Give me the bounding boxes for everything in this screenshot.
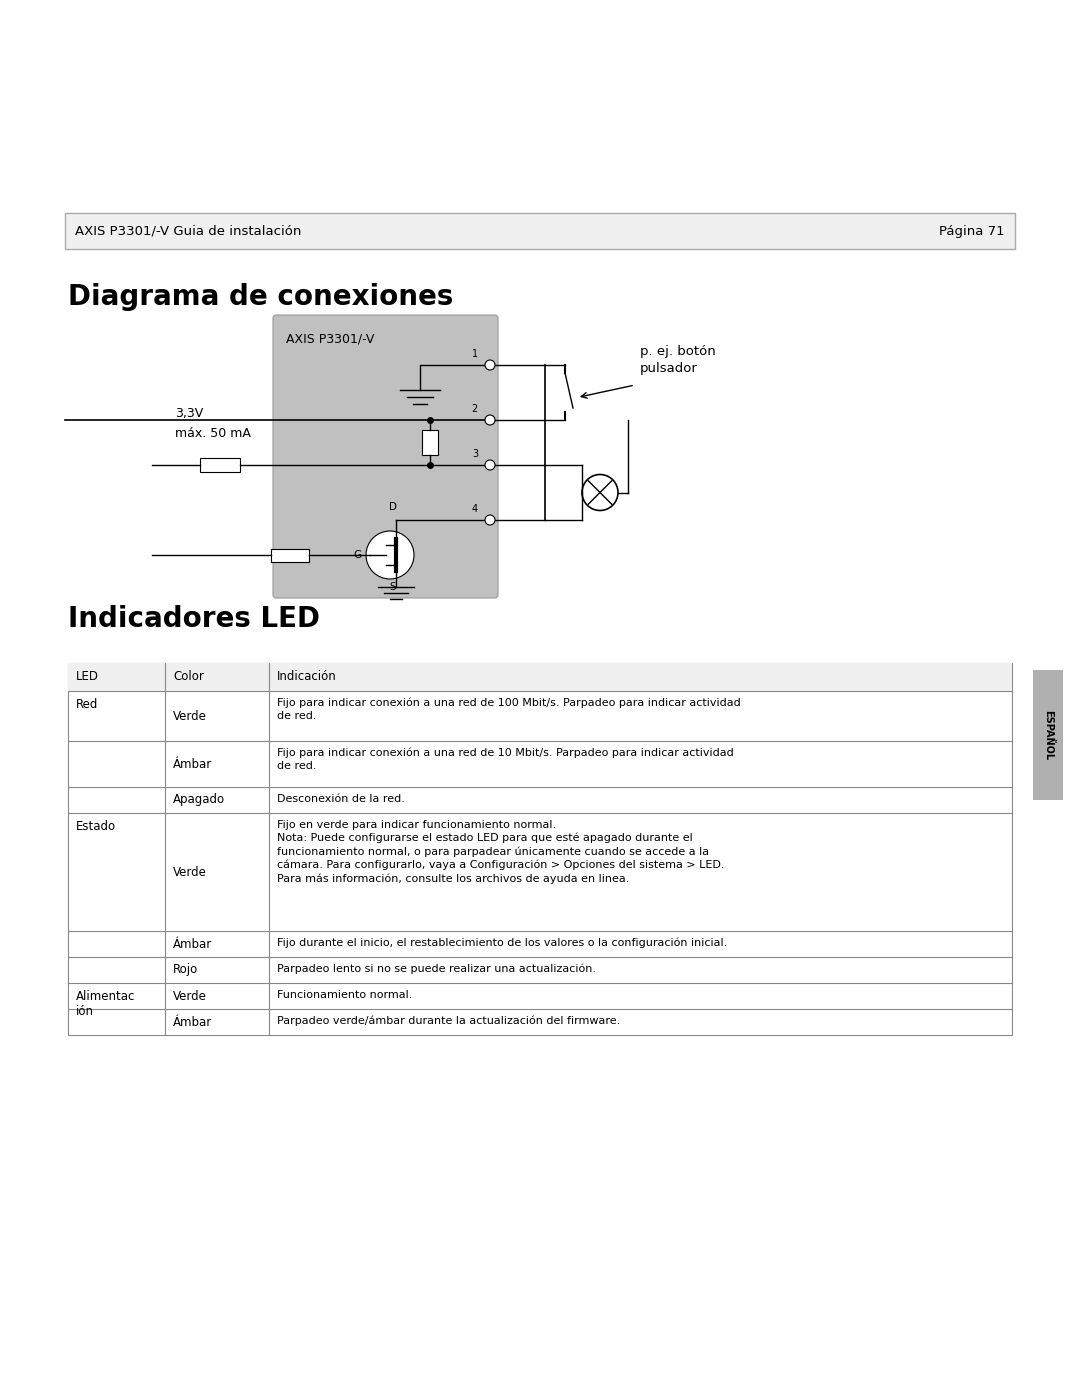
- Text: 1: 1: [472, 349, 478, 359]
- Bar: [422, 430, 438, 455]
- Circle shape: [366, 531, 414, 578]
- Text: Fijo en verde para indicar funcionamiento normal.
Nota: Puede configurarse el es: Fijo en verde para indicar funcionamient…: [276, 820, 725, 884]
- Text: Fijo para indicar conexión a una red de 100 Mbit/s. Parpadeo para indicar activi: Fijo para indicar conexión a una red de …: [276, 698, 741, 721]
- Text: Verde: Verde: [173, 866, 207, 879]
- Circle shape: [485, 415, 495, 425]
- Text: Estado: Estado: [76, 820, 117, 833]
- Bar: [271, 549, 309, 562]
- Text: 3,3V: 3,3V: [175, 407, 203, 420]
- Text: Indicadores LED: Indicadores LED: [68, 605, 320, 633]
- Bar: [65, 212, 1015, 249]
- Bar: [68, 664, 1012, 692]
- Text: Desconexión de la red.: Desconexión de la red.: [276, 793, 405, 805]
- Text: 3: 3: [472, 448, 478, 460]
- Circle shape: [582, 475, 618, 510]
- Text: G: G: [353, 550, 361, 560]
- Text: Color: Color: [173, 671, 204, 683]
- Bar: [68, 664, 1012, 1035]
- Bar: [200, 458, 240, 472]
- Text: AXIS P3301/-V Guia de instalación: AXIS P3301/-V Guia de instalación: [75, 225, 301, 237]
- Text: Verde: Verde: [173, 710, 207, 722]
- Text: S: S: [390, 583, 396, 592]
- FancyBboxPatch shape: [273, 314, 498, 598]
- Text: LED: LED: [76, 671, 99, 683]
- Text: AXIS P3301/-V: AXIS P3301/-V: [286, 332, 375, 346]
- Text: Indicación: Indicación: [276, 671, 337, 683]
- Text: Red: Red: [76, 698, 98, 711]
- Text: Verde: Verde: [173, 989, 207, 1003]
- Text: Ámbar: Ámbar: [173, 937, 213, 950]
- Text: Alimentac
ión: Alimentac ión: [76, 990, 135, 1018]
- Circle shape: [485, 360, 495, 370]
- Text: 4: 4: [472, 504, 478, 514]
- Text: D: D: [389, 502, 397, 511]
- Text: Ámbar: Ámbar: [173, 757, 213, 771]
- Text: Parpadeo verde/ámbar durante la actualización del firmware.: Parpadeo verde/ámbar durante la actualiz…: [276, 1016, 620, 1027]
- Text: máx. 50 mA: máx. 50 mA: [175, 427, 251, 440]
- Circle shape: [485, 460, 495, 469]
- Bar: [1032, 671, 1063, 800]
- Text: Rojo: Rojo: [173, 964, 199, 977]
- Text: Ámbar: Ámbar: [173, 1016, 213, 1028]
- Text: 2: 2: [472, 404, 478, 414]
- Text: Funcionamiento normal.: Funcionamiento normal.: [276, 990, 413, 1000]
- Text: Fijo para indicar conexión a una red de 10 Mbit/s. Parpadeo para indicar activid: Fijo para indicar conexión a una red de …: [276, 747, 733, 771]
- Text: Fijo durante el inicio, el restablecimiento de los valores o la configuración in: Fijo durante el inicio, el restablecimie…: [276, 937, 727, 949]
- Text: Parpadeo lento si no se puede realizar una actualización.: Parpadeo lento si no se puede realizar u…: [276, 964, 596, 975]
- Text: ESPAÑOL: ESPAÑOL: [1043, 710, 1053, 760]
- Circle shape: [485, 515, 495, 525]
- Text: p. ej. botón
pulsador: p. ej. botón pulsador: [640, 345, 716, 374]
- Text: Página 71: Página 71: [940, 225, 1005, 237]
- Text: Diagrama de conexiones: Diagrama de conexiones: [68, 284, 454, 312]
- Text: Apagado: Apagado: [173, 793, 225, 806]
